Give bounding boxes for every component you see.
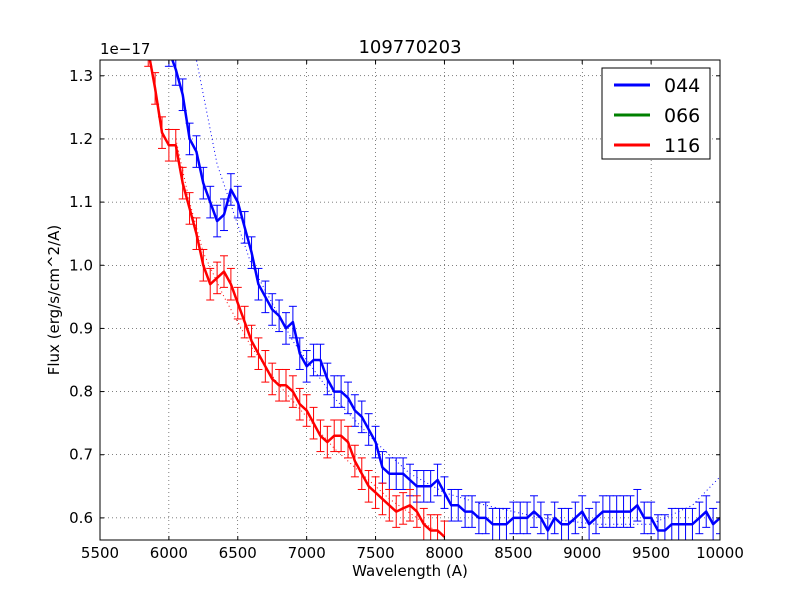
series-116-fit-line [175, 138, 445, 538]
y-tick-label: 0.9 [69, 319, 93, 337]
data-layer [144, 60, 720, 540]
y-tick-label: 0.8 [69, 383, 93, 401]
legend: 044 066 116 [601, 67, 711, 160]
y-tick-label: 0.6 [69, 509, 93, 527]
legend-label-044: 044 [664, 75, 700, 97]
x-tick-label: 7000 [288, 544, 326, 562]
y-axis-label: Flux (erg/s/cm^2/A) [45, 225, 63, 376]
plot-frame [99, 59, 721, 541]
x-tick-label: 6000 [150, 544, 188, 562]
y-tick-label: 1.1 [69, 193, 93, 211]
y-tick-label: 1.3 [69, 67, 93, 85]
x-tick-label: 8000 [425, 544, 463, 562]
x-tick-label: 5500 [81, 544, 119, 562]
x-tick-label: 6500 [219, 544, 257, 562]
y-tick-label: 1.0 [69, 256, 93, 274]
x-tick-label: 8500 [494, 544, 532, 562]
tick-layer: 5500 6000 6500 7000 7500 8000 8500 9000 9500 1000… [69, 60, 744, 562]
x-tick-label: 9000 [563, 544, 601, 562]
y-offset-text: 1e−17 [100, 40, 150, 58]
legend-label-066: 066 [664, 105, 700, 127]
x-tick-label: 9500 [632, 544, 670, 562]
series-044-line [171, 60, 720, 532]
x-axis-label: Wavelength (A) [352, 562, 468, 580]
legend-label-116: 116 [664, 135, 700, 157]
chart-title: 109770203 [358, 37, 461, 58]
x-tick-label: 10000 [696, 544, 744, 562]
x-tick-label: 7500 [356, 544, 394, 562]
series-044-fit-line [195, 60, 720, 525]
y-tick-label: 0.7 [69, 446, 93, 464]
series-116-line [148, 60, 446, 538]
y-tick-label: 1.2 [69, 130, 93, 148]
